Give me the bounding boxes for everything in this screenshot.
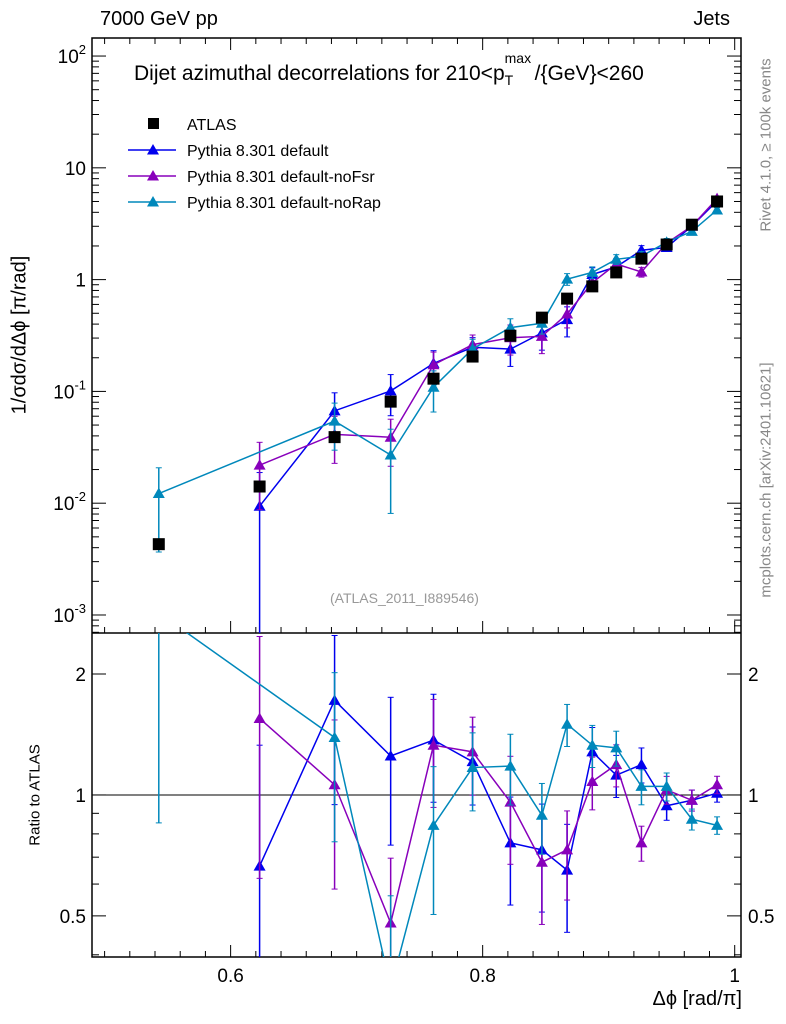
atlas-marker bbox=[711, 195, 724, 208]
series-marker bbox=[427, 381, 440, 392]
ratio-marker bbox=[586, 739, 599, 750]
ratio-marker bbox=[466, 761, 479, 773]
series-marker bbox=[711, 203, 724, 215]
ratio-marker bbox=[685, 794, 698, 805]
ratio-marker bbox=[253, 712, 266, 723]
atlas-marker bbox=[466, 350, 479, 363]
legend-marker-atlas bbox=[148, 118, 159, 129]
x-tick-label: 0.6 bbox=[217, 966, 243, 987]
atlas-marker bbox=[535, 311, 548, 324]
chart-title: Dijet azimuthal decorrelations for 210<p… bbox=[134, 50, 644, 88]
ratio-marker bbox=[504, 760, 517, 771]
legend-label: ATLAS bbox=[187, 117, 237, 134]
ratio-marker bbox=[586, 775, 599, 787]
y-tick-label: 10-2 bbox=[53, 489, 86, 515]
ratio-y-tick-label: 0.5 bbox=[748, 907, 774, 928]
ratio-y-tick-label: 0.5 bbox=[60, 907, 86, 928]
ratio-marker bbox=[685, 813, 698, 824]
series-marker bbox=[586, 266, 599, 277]
legend-label: Pythia 8.301 default-noFsr bbox=[187, 169, 375, 186]
series-marker bbox=[504, 321, 517, 333]
series-marker bbox=[635, 244, 648, 255]
series-marker bbox=[561, 273, 574, 284]
series-marker bbox=[561, 307, 574, 319]
series-marker bbox=[384, 448, 397, 460]
series-line bbox=[158, 209, 718, 495]
y-tick-label: 10-3 bbox=[53, 601, 86, 627]
ratio-y-tick-label: 1 bbox=[75, 786, 86, 807]
ratio-marker bbox=[427, 739, 440, 750]
ratio-series-line bbox=[258, 699, 718, 872]
atlas-marker bbox=[253, 480, 266, 493]
ratio-marker bbox=[610, 741, 623, 753]
header-left: 7000 GeV pp bbox=[100, 8, 218, 30]
ratio-marker bbox=[427, 819, 440, 830]
series-marker bbox=[253, 459, 266, 470]
legend-label: Pythia 8.301 default bbox=[187, 143, 329, 160]
legend-marker bbox=[147, 144, 159, 155]
ratio-marker bbox=[328, 731, 341, 742]
ratio-marker bbox=[635, 780, 648, 791]
ratio-marker bbox=[384, 750, 397, 761]
ratio-marker bbox=[635, 836, 648, 848]
x-axis-label: Δϕ [rad/π] bbox=[652, 988, 743, 1010]
y-tick-label: 10 bbox=[65, 159, 86, 180]
ratio-marker bbox=[711, 819, 724, 830]
ratio-marker bbox=[535, 809, 548, 820]
ratio-marker bbox=[561, 843, 574, 855]
atlas-marker bbox=[685, 218, 698, 231]
ratio-y-tick-label: 2 bbox=[75, 665, 86, 686]
ratio-y-tick-label: 2 bbox=[748, 665, 759, 686]
series-marker bbox=[427, 358, 440, 370]
ratio-marker bbox=[660, 780, 673, 791]
atlas-marker bbox=[635, 252, 648, 265]
series-marker bbox=[328, 415, 341, 426]
frame bbox=[91, 37, 742, 958]
legend-label: Pythia 8.301 default-noRap bbox=[187, 195, 381, 212]
series-marker bbox=[152, 487, 165, 499]
series-marker bbox=[535, 330, 548, 341]
atlas-marker bbox=[586, 280, 599, 293]
atlas-marker bbox=[152, 538, 165, 551]
x-tick-label: 0.8 bbox=[469, 966, 495, 987]
series-line bbox=[259, 198, 718, 466]
ratio-series-line bbox=[185, 633, 718, 957]
atlas-marker bbox=[561, 292, 574, 305]
ratio-marker bbox=[535, 856, 548, 867]
atlas-marker bbox=[504, 329, 517, 342]
header-right: Jets bbox=[693, 8, 730, 30]
ratio-marker bbox=[711, 778, 724, 790]
x-tick-label: 1 bbox=[729, 966, 740, 987]
atlas-marker bbox=[660, 238, 673, 251]
y-tick-label: 10-1 bbox=[53, 377, 86, 403]
atlas-marker bbox=[427, 372, 440, 385]
ratio-marker bbox=[561, 718, 574, 729]
ratio-marker bbox=[660, 799, 673, 811]
series-line bbox=[259, 200, 718, 507]
y-tick-label: 102 bbox=[58, 42, 86, 68]
series-marker bbox=[610, 253, 623, 264]
y-tick-label: 1 bbox=[75, 271, 86, 292]
ratio-series-line bbox=[259, 717, 718, 926]
series-marker bbox=[384, 384, 397, 396]
ratio-y-tick-label: 1 bbox=[748, 786, 759, 807]
atlas-marker bbox=[384, 395, 397, 408]
atlas-marker bbox=[610, 266, 623, 279]
legend-marker bbox=[147, 170, 159, 181]
atlas-marker bbox=[328, 431, 341, 444]
watermark: (ATLAS_2011_I889546) bbox=[330, 590, 479, 606]
ratio-marker bbox=[635, 758, 648, 770]
series-marker bbox=[635, 265, 648, 277]
legend-marker bbox=[147, 196, 159, 207]
